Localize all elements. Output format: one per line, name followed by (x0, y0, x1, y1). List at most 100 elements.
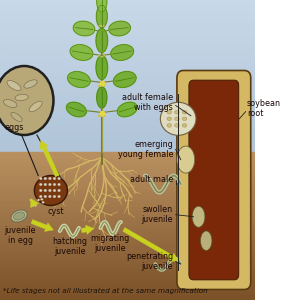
Bar (0, 121, 255, 125)
Ellipse shape (53, 189, 56, 192)
Bar (0, 87, 255, 91)
Ellipse shape (3, 100, 17, 107)
Ellipse shape (58, 195, 60, 198)
Bar (0, 170, 255, 174)
Bar (0, 42, 255, 45)
Bar (0, 140, 255, 144)
Bar (0, 53, 255, 57)
Polygon shape (96, 28, 108, 52)
Bar (0, 218, 255, 222)
Ellipse shape (175, 110, 179, 114)
Ellipse shape (29, 101, 42, 112)
Polygon shape (97, 87, 107, 108)
Ellipse shape (58, 189, 60, 192)
Bar (0, 49, 255, 53)
Bar (0, 155, 255, 159)
Bar (0, 289, 255, 292)
Bar (0, 148, 255, 152)
Bar (0, 270, 255, 274)
Bar (0, 98, 255, 102)
Bar (0, 114, 255, 117)
Ellipse shape (49, 183, 51, 186)
Text: migrating
juvenile: migrating juvenile (90, 234, 129, 253)
Bar (0, 15, 255, 19)
Bar (0, 281, 255, 285)
Ellipse shape (175, 117, 179, 121)
Polygon shape (117, 102, 137, 117)
Bar (0, 30, 255, 34)
Bar (0, 45, 255, 49)
Ellipse shape (24, 80, 37, 88)
Ellipse shape (167, 124, 171, 127)
Ellipse shape (42, 201, 44, 203)
Bar (0, 237, 255, 241)
Bar (0, 0, 255, 4)
Ellipse shape (39, 177, 42, 180)
Bar (0, 248, 255, 252)
Bar (0, 196, 255, 200)
Ellipse shape (201, 231, 212, 250)
Ellipse shape (192, 206, 205, 227)
Text: adult female
with eggs: adult female with eggs (122, 93, 173, 112)
FancyBboxPatch shape (177, 70, 251, 290)
Bar (0, 136, 255, 140)
Text: soybean
root: soybean root (247, 99, 281, 118)
Bar (0, 296, 255, 300)
Ellipse shape (49, 195, 51, 198)
Bar (0, 64, 255, 68)
Bar (0, 230, 255, 233)
Bar (0, 178, 255, 181)
Polygon shape (70, 45, 93, 60)
Polygon shape (67, 102, 86, 117)
Bar (0, 125, 255, 129)
Ellipse shape (160, 102, 196, 135)
Polygon shape (73, 21, 95, 36)
Ellipse shape (58, 183, 60, 186)
Bar (0, 19, 255, 23)
Polygon shape (97, 0, 107, 12)
Bar (0, 203, 255, 207)
Ellipse shape (44, 183, 47, 186)
Ellipse shape (175, 124, 179, 127)
Ellipse shape (182, 110, 187, 114)
Ellipse shape (31, 204, 34, 206)
Bar (0, 292, 255, 296)
Bar (0, 110, 255, 114)
Ellipse shape (44, 177, 47, 180)
Ellipse shape (7, 80, 21, 91)
Bar (0, 129, 255, 133)
FancyBboxPatch shape (189, 80, 239, 280)
Bar (0, 263, 255, 267)
Ellipse shape (53, 183, 56, 186)
Ellipse shape (167, 110, 171, 114)
Bar (0, 207, 255, 211)
Bar (0, 57, 255, 61)
Bar (0, 181, 255, 185)
Ellipse shape (49, 177, 51, 180)
Ellipse shape (11, 112, 22, 122)
Bar (0, 68, 255, 72)
Ellipse shape (44, 195, 47, 198)
Bar (0, 174, 255, 178)
Polygon shape (68, 72, 90, 88)
Bar (0, 11, 255, 15)
Bar (0, 106, 255, 110)
Polygon shape (96, 56, 108, 80)
Ellipse shape (53, 195, 56, 198)
Ellipse shape (34, 205, 37, 207)
Ellipse shape (41, 198, 43, 200)
Polygon shape (96, 5, 107, 28)
Bar (0, 244, 255, 248)
Text: swollen
juvenile: swollen juvenile (142, 205, 173, 224)
Bar (0, 152, 255, 155)
Bar (0, 23, 255, 26)
Bar (0, 133, 255, 136)
Ellipse shape (37, 199, 40, 201)
Bar (0, 255, 255, 259)
Bar (0, 26, 255, 30)
Bar (0, 76, 255, 80)
Bar (0, 95, 255, 98)
Bar (0, 267, 255, 270)
Bar (0, 233, 255, 237)
Text: penetrating
juvenile: penetrating juvenile (126, 252, 173, 271)
